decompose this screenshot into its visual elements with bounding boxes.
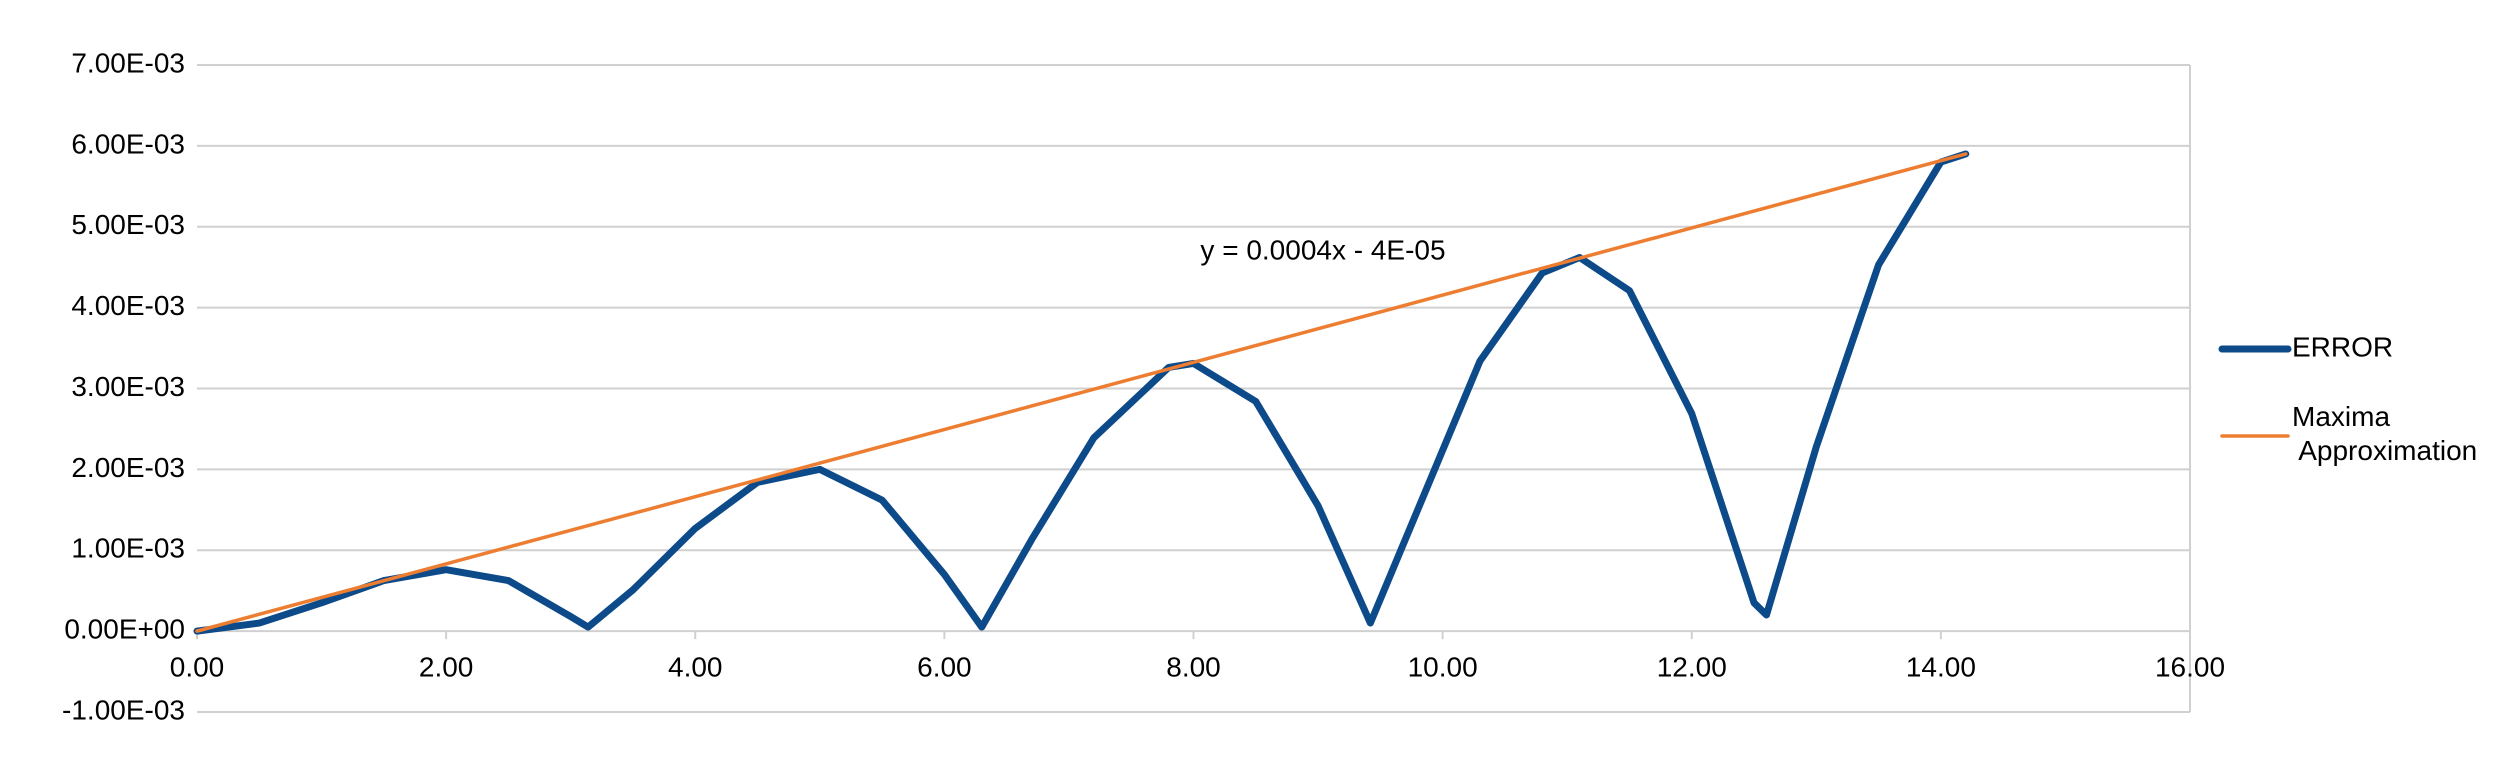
y-tick-label: 2.00E-03 — [71, 452, 185, 483]
legend-label: ERROR — [2292, 331, 2393, 362]
x-tick-label: 8.00 — [1166, 652, 1221, 683]
x-tick-label: 0.00 — [170, 652, 225, 683]
y-tick-label: 4.00E-03 — [71, 290, 185, 321]
y-tick-label: 0.00E+00 — [64, 614, 185, 645]
series-line — [193, 150, 1970, 635]
y-tick-label: -1.00E-03 — [62, 694, 185, 725]
x-tick-label: 2.00 — [419, 652, 474, 683]
x-tick-label: 12.00 — [1657, 652, 1727, 683]
x-tick-label: 6.00 — [917, 652, 972, 683]
y-tick-label: 7.00E-03 — [71, 47, 185, 78]
x-tick-label: 4.00 — [668, 652, 723, 683]
series-line — [195, 152, 1968, 633]
y-tick-label: 5.00E-03 — [71, 209, 185, 240]
legend-label: Maxima Approximation — [2292, 401, 2477, 466]
x-tick-label: 10.00 — [1408, 652, 1478, 683]
y-tick-label: 6.00E-03 — [71, 128, 185, 159]
y-tick-label: 3.00E-03 — [71, 371, 185, 402]
trendline-equation: y = 0.0004x - 4E-05 — [1200, 234, 1445, 265]
x-tick-label: 16.00 — [2155, 652, 2225, 683]
y-tick-label: 1.00E-03 — [71, 533, 185, 564]
x-tick-label: 14.00 — [1906, 652, 1976, 683]
